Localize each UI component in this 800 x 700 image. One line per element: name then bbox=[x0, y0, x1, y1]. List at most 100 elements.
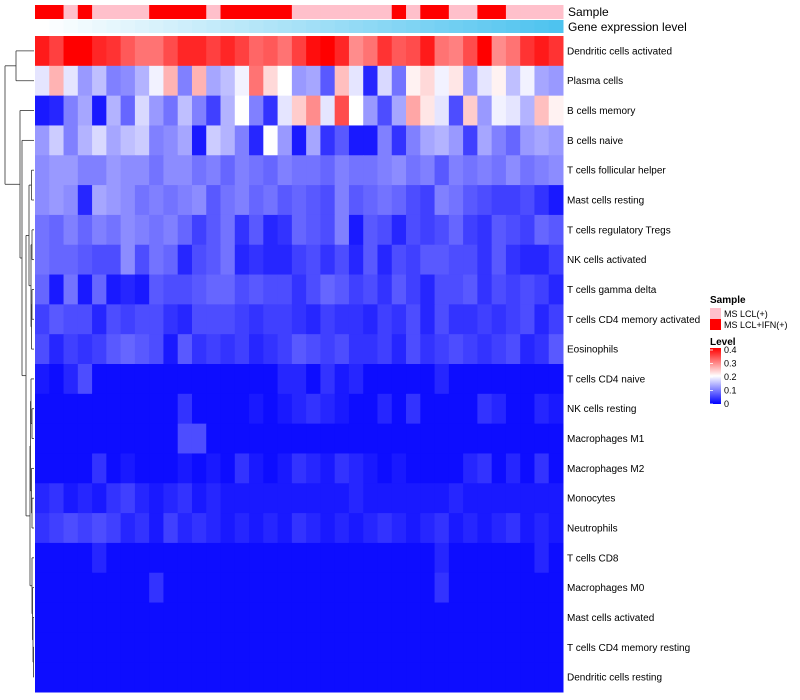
heatmap-cell bbox=[234, 483, 250, 514]
heatmap-cell bbox=[134, 483, 150, 514]
gene-level-cell bbox=[334, 20, 350, 33]
heatmap-cell bbox=[134, 632, 150, 663]
gene-level-cell bbox=[434, 20, 450, 33]
heatmap-cell bbox=[505, 244, 521, 276]
sample-cell bbox=[149, 5, 164, 19]
heatmap-cell bbox=[320, 572, 336, 604]
heatmap-cell bbox=[548, 572, 564, 604]
heatmap-cell bbox=[206, 125, 222, 156]
heatmap-cell bbox=[191, 632, 207, 663]
heatmap-cell bbox=[220, 125, 236, 156]
heatmap-cell bbox=[134, 364, 150, 395]
heatmap-cell bbox=[491, 453, 507, 484]
heatmap-cell bbox=[448, 542, 464, 574]
heatmap-cell bbox=[92, 632, 107, 663]
heatmap-cell bbox=[149, 274, 164, 305]
heatmap-cell bbox=[191, 36, 207, 67]
heatmap-cell bbox=[434, 214, 450, 246]
heatmap-cell bbox=[163, 453, 179, 484]
gene-level-cell bbox=[505, 20, 521, 33]
heatmap-cell bbox=[149, 513, 164, 544]
sample-cell bbox=[92, 5, 107, 19]
gene-level-cell bbox=[249, 20, 264, 33]
heatmap-cell bbox=[363, 125, 378, 156]
heatmap-cell bbox=[277, 483, 293, 514]
heatmap-cell bbox=[491, 155, 507, 186]
heatmap-cell bbox=[220, 214, 236, 246]
heatmap-cell bbox=[92, 155, 107, 186]
heatmap-cell bbox=[291, 244, 307, 276]
legend: Sample MS LCL(+) MS LCL+IFN(+) Level 0.4… bbox=[710, 295, 788, 409]
heatmap-cell bbox=[35, 334, 50, 365]
heatmap-cell bbox=[277, 334, 293, 365]
heatmap-cell bbox=[420, 244, 436, 276]
heatmap-cell bbox=[291, 453, 307, 484]
gene-level-cell bbox=[391, 20, 407, 33]
gene-level-cell bbox=[106, 20, 122, 33]
heatmap-cell bbox=[291, 542, 307, 574]
heatmap-cell bbox=[149, 95, 164, 126]
heatmap-cell bbox=[463, 542, 478, 574]
heatmap-cell bbox=[206, 214, 222, 246]
heatmap-cell bbox=[206, 662, 222, 693]
heatmap-cell bbox=[505, 542, 521, 574]
heatmap-cell bbox=[334, 632, 350, 663]
heatmap-cell bbox=[234, 632, 250, 663]
heatmap-cell bbox=[134, 304, 150, 335]
heatmap-cell bbox=[363, 364, 378, 395]
heatmap-cell bbox=[35, 513, 50, 544]
heatmap-cell bbox=[263, 572, 279, 604]
heatmap-cell bbox=[191, 304, 207, 335]
heatmap-cell bbox=[306, 304, 321, 335]
heatmap-cell bbox=[477, 632, 493, 663]
heatmap-cell bbox=[377, 483, 393, 514]
heatmap-cell bbox=[177, 125, 193, 156]
heatmap-cell bbox=[63, 483, 79, 514]
heatmap-cell bbox=[520, 602, 535, 633]
heatmap-cell bbox=[35, 65, 50, 97]
heatmap-cell bbox=[63, 95, 79, 126]
heatmap-cell bbox=[491, 334, 507, 365]
gene-level-cell bbox=[420, 20, 436, 33]
heatmap-cell bbox=[49, 572, 65, 604]
heatmap-cell bbox=[448, 513, 464, 544]
heatmap-cell bbox=[106, 483, 122, 514]
heatmap-cell bbox=[548, 423, 564, 454]
row-label: Plasma cells bbox=[567, 76, 623, 87]
heatmap-cell bbox=[63, 602, 79, 633]
heatmap-cell bbox=[534, 155, 550, 186]
heatmap-cell bbox=[177, 185, 193, 216]
heatmap-cell bbox=[548, 304, 564, 335]
heatmap-cell bbox=[63, 513, 79, 544]
heatmap-cell bbox=[448, 274, 464, 305]
heatmap-cell bbox=[534, 244, 550, 276]
sample-cell bbox=[177, 5, 193, 19]
heatmap-cell bbox=[363, 95, 378, 126]
heatmap-cell bbox=[306, 214, 321, 246]
heatmap-cell bbox=[206, 36, 222, 67]
heatmap-cell bbox=[505, 214, 521, 246]
sample-cell bbox=[35, 5, 50, 19]
heatmap-cell bbox=[149, 214, 164, 246]
heatmap-cell bbox=[149, 393, 164, 425]
heatmap-cell bbox=[477, 572, 493, 604]
heatmap-cell bbox=[177, 274, 193, 305]
heatmap-cell bbox=[149, 542, 164, 574]
heatmap-cell bbox=[49, 125, 65, 156]
heatmap-cell bbox=[505, 632, 521, 663]
heatmap-cell bbox=[163, 393, 179, 425]
heatmap-cell bbox=[206, 334, 222, 365]
heatmap-cell bbox=[463, 632, 478, 663]
heatmap-cell bbox=[348, 393, 364, 425]
heatmap-cell bbox=[163, 632, 179, 663]
heatmap-cell bbox=[234, 304, 250, 335]
heatmap-cell bbox=[77, 542, 93, 574]
heatmap-cell bbox=[491, 632, 507, 663]
heatmap-cell bbox=[134, 453, 150, 484]
heatmap-cell bbox=[463, 393, 478, 425]
heatmap-cell bbox=[477, 155, 493, 186]
heatmap-cell bbox=[520, 274, 535, 305]
heatmap-cell bbox=[448, 185, 464, 216]
heatmap-cell bbox=[363, 244, 378, 276]
heatmap-cell bbox=[177, 65, 193, 97]
